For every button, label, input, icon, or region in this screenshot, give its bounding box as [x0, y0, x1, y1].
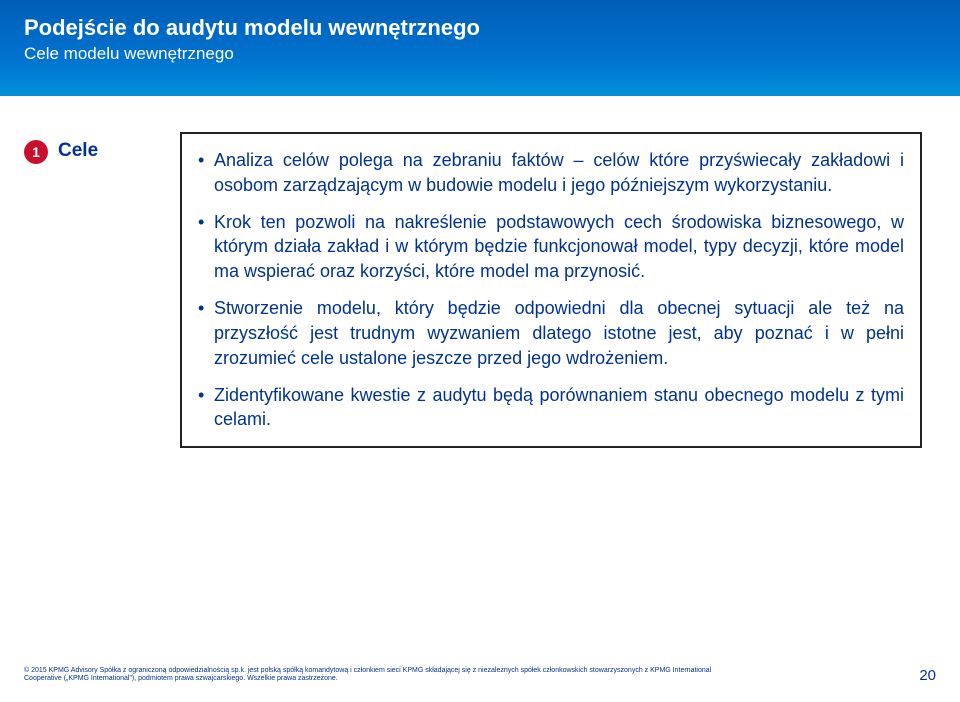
section-number-badge: 1	[24, 140, 48, 164]
slide-subtitle: Cele modelu wewnętrznego	[24, 44, 960, 64]
section-label: Cele	[58, 140, 98, 162]
list-item: Krok ten pozwoli na nakreślenie podstawo…	[198, 210, 904, 284]
content-box: Analiza celów polega na zebraniu faktów …	[180, 132, 922, 448]
list-item: Analiza celów polega na zebraniu faktów …	[198, 148, 904, 198]
list-item: Zidentyfikowane kwestie z audytu będą po…	[198, 383, 904, 433]
slide: Podejście do audytu modelu wewnętrznego …	[0, 0, 960, 702]
slide-header: Podejście do audytu modelu wewnętrznego …	[0, 0, 960, 96]
slide-title: Podejście do audytu modelu wewnętrznego	[24, 14, 960, 42]
badge-number: 1	[32, 144, 40, 160]
list-item: Stworzenie modelu, który będzie odpowied…	[198, 296, 904, 370]
page-number: 20	[919, 667, 936, 684]
copyright-text: © 2015 KPMG Advisory Spółka z ograniczon…	[24, 667, 724, 685]
slide-footer: © 2015 KPMG Advisory Spółka z ograniczon…	[24, 667, 936, 685]
bullet-list: Analiza celów polega na zebraniu faktów …	[198, 148, 904, 432]
